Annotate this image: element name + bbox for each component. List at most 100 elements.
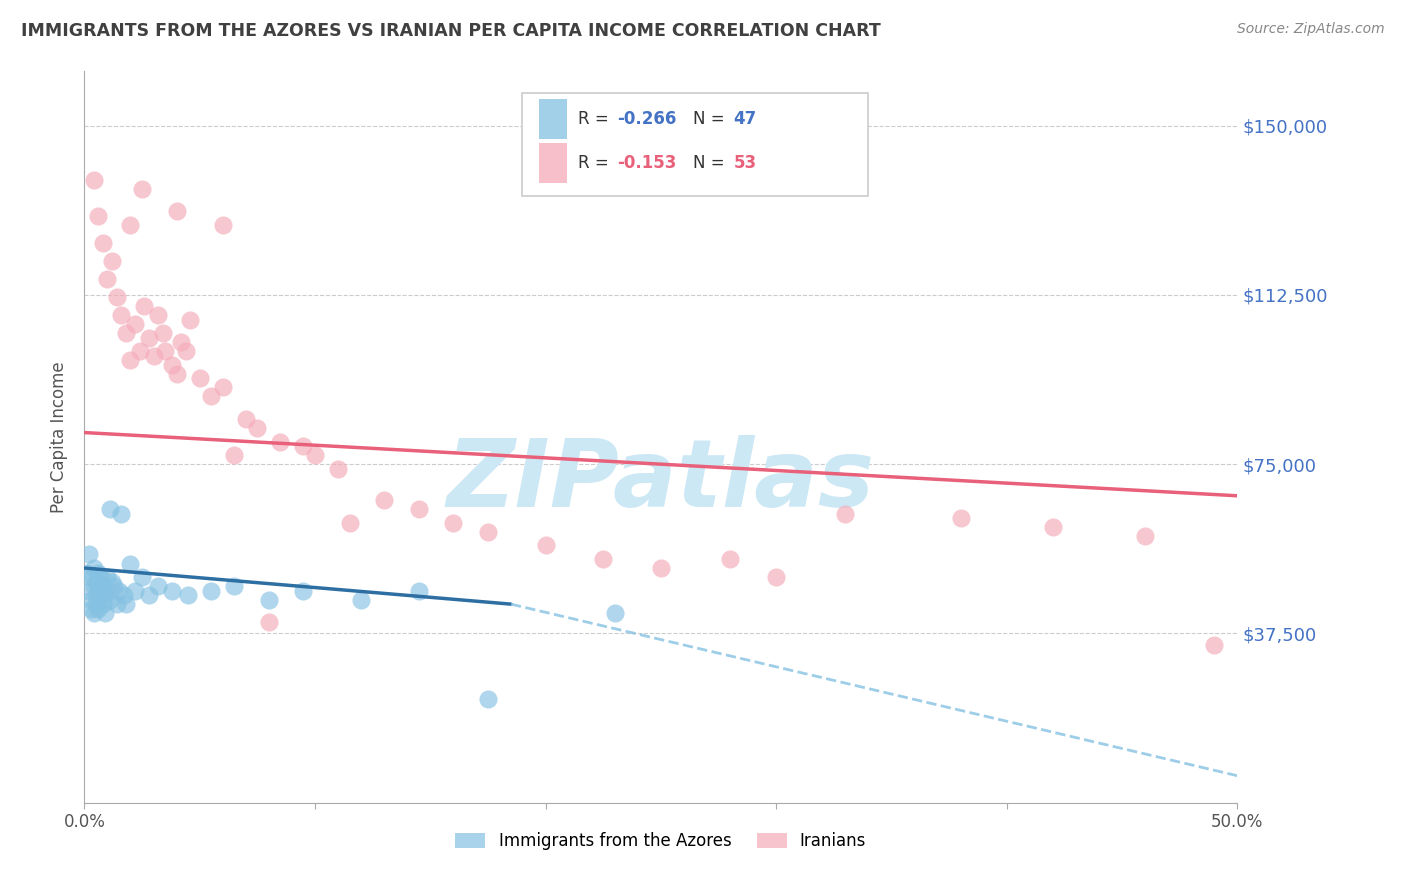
Point [101, 574, 124, 589]
Point [91, 579, 114, 593]
Point [1204, 638, 1226, 652]
Point [83, 606, 105, 620]
Point [257, 592, 280, 607]
Point [477, 692, 499, 706]
Point [80, 570, 103, 584]
Point [80, 601, 103, 615]
Point [96, 272, 118, 286]
Point [350, 592, 373, 607]
Point [170, 335, 193, 350]
Point [84, 588, 107, 602]
Point [101, 254, 124, 268]
Point [112, 588, 135, 602]
Point [89, 588, 111, 602]
Text: -0.266: -0.266 [617, 110, 676, 128]
Point [603, 606, 626, 620]
Text: 53: 53 [734, 153, 756, 172]
Text: N =: N = [693, 110, 730, 128]
Point [98, 592, 121, 607]
Point [131, 182, 153, 196]
Point [152, 326, 174, 341]
Point [257, 615, 280, 630]
Point [83, 561, 105, 575]
FancyBboxPatch shape [523, 94, 869, 195]
Point [108, 583, 131, 598]
Point [177, 588, 200, 602]
Point [128, 344, 150, 359]
Point [179, 312, 201, 326]
Point [188, 371, 211, 385]
Point [94, 606, 117, 620]
Point [153, 344, 176, 359]
Point [765, 570, 787, 584]
Point [246, 421, 269, 435]
Point [477, 524, 499, 539]
Point [949, 511, 972, 525]
Point [89, 570, 111, 584]
Point [408, 583, 430, 598]
Point [142, 349, 165, 363]
Legend: Immigrants from the Azores, Iranians: Immigrants from the Azores, Iranians [449, 825, 873, 856]
Point [166, 204, 188, 219]
Text: R =: R = [578, 153, 614, 172]
Point [80, 592, 103, 607]
Point [96, 583, 118, 598]
Point [84, 597, 107, 611]
Text: R =: R = [578, 110, 614, 128]
Point [120, 218, 142, 232]
Point [105, 290, 128, 304]
Point [1042, 520, 1064, 534]
Point [160, 358, 183, 372]
Point [650, 561, 672, 575]
Point [91, 235, 114, 250]
Point [98, 502, 121, 516]
Point [94, 588, 117, 602]
Point [84, 574, 107, 589]
Point [96, 570, 118, 584]
Point [373, 493, 395, 508]
Point [124, 583, 146, 598]
Point [166, 367, 188, 381]
Point [339, 516, 361, 530]
Point [115, 597, 138, 611]
Point [834, 507, 856, 521]
Point [83, 579, 105, 593]
FancyBboxPatch shape [538, 99, 568, 139]
Y-axis label: Per Capita Income: Per Capita Income [51, 361, 69, 513]
Point [138, 331, 160, 345]
Point [1133, 529, 1156, 543]
Text: Source: ZipAtlas.com: Source: ZipAtlas.com [1237, 22, 1385, 37]
Point [534, 538, 557, 552]
Point [77, 548, 100, 562]
Point [146, 579, 169, 593]
Point [83, 172, 105, 186]
Point [115, 326, 138, 341]
Point [120, 353, 142, 368]
Point [87, 566, 110, 580]
Point [103, 579, 125, 593]
Point [160, 583, 183, 598]
Point [120, 557, 142, 571]
FancyBboxPatch shape [538, 143, 568, 183]
Point [131, 570, 153, 584]
Text: 47: 47 [734, 110, 756, 128]
Point [87, 601, 110, 615]
Point [235, 412, 257, 426]
Text: IMMIGRANTS FROM THE AZORES VS IRANIAN PER CAPITA INCOME CORRELATION CHART: IMMIGRANTS FROM THE AZORES VS IRANIAN PE… [21, 22, 880, 40]
Point [87, 583, 110, 598]
Point [269, 434, 291, 449]
Point [718, 552, 741, 566]
Point [138, 588, 160, 602]
Point [115, 19, 138, 33]
Point [211, 218, 233, 232]
Point [224, 579, 246, 593]
Text: N =: N = [693, 153, 730, 172]
Point [441, 516, 464, 530]
Point [124, 317, 146, 331]
Point [304, 448, 326, 462]
Point [200, 389, 222, 403]
Point [224, 448, 246, 462]
Text: ZIPatlas: ZIPatlas [447, 435, 875, 527]
Point [146, 308, 169, 322]
Point [408, 502, 430, 516]
